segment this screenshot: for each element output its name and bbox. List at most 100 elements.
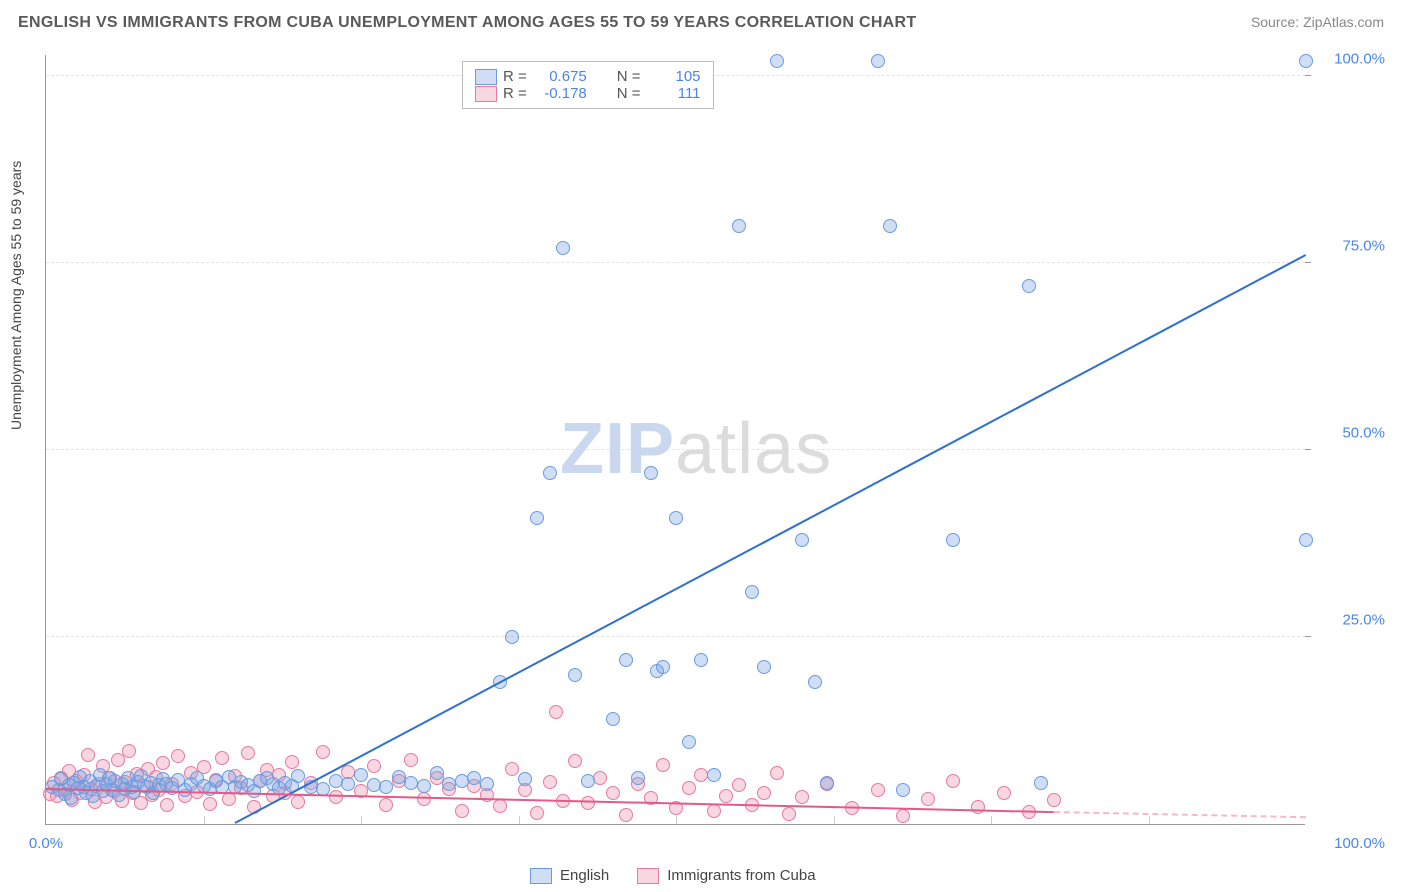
english-point [518,772,532,786]
english-point [770,54,784,68]
legend-swatch [637,868,659,884]
cuba-point [367,759,381,773]
cuba-point [997,786,1011,800]
cuba-point [291,795,305,809]
series-legend: English Immigrants from Cuba [530,867,816,884]
cuba-point [329,790,343,804]
y-tick-label: 50.0% [1315,425,1385,442]
n-label: N = [617,85,641,102]
cuba-point [404,753,418,767]
x-tick [676,816,677,824]
cuba-point [1047,793,1061,807]
english-trend-line [235,254,1307,824]
english-point [795,533,809,547]
cuba-point [682,781,696,795]
english-point [505,630,519,644]
cuba-point [606,786,620,800]
english-point [581,774,595,788]
english-point [530,511,544,525]
cuba-point [156,756,170,770]
english-point [644,466,658,480]
y-gridline [46,449,1305,450]
x-tick [361,816,362,824]
x-tick-label: 0.0% [29,835,63,852]
legend-item: Immigrants from Cuba [637,867,815,884]
cuba-point [770,766,784,780]
english-point [1022,279,1036,293]
english-point [669,511,683,525]
english-point [820,776,834,790]
y-axis-label: Unemployment Among Ages 55 to 59 years [8,161,24,430]
cuba-trend-line-dashed [1054,811,1306,818]
r-value: 0.675 [533,68,587,85]
english-point [871,54,885,68]
y-tick-label: 100.0% [1315,51,1385,68]
english-point [656,660,670,674]
cuba-point [946,774,960,788]
english-point [1034,776,1048,790]
legend-item: English [530,867,609,884]
english-point [556,241,570,255]
english-point [543,466,557,480]
n-value: 111 [647,85,701,102]
english-point [896,783,910,797]
legend-label: Immigrants from Cuba [667,867,815,884]
r-label: R = [503,85,527,102]
cuba-point [782,807,796,821]
cuba-point [707,804,721,818]
x-tick [204,816,205,824]
english-point [757,660,771,674]
english-point [1299,533,1313,547]
english-point [745,585,759,599]
english-point [946,533,960,547]
scatter-plot-area: 25.0%50.0%75.0%100.0%0.0%100.0%R =0.675N… [45,55,1305,825]
cuba-point [285,755,299,769]
legend-swatch [475,69,497,85]
cuba-point [732,778,746,792]
cuba-point [795,790,809,804]
cuba-point [719,789,733,803]
cuba-point [379,798,393,812]
english-point [430,766,444,780]
english-point [417,779,431,793]
cuba-point [568,754,582,768]
y-tick-label: 25.0% [1315,612,1385,629]
cuba-point [656,758,670,772]
cuba-point [493,799,507,813]
cuba-point [619,808,633,822]
legend-swatch [530,868,552,884]
r-value: -0.178 [533,85,587,102]
english-point [568,668,582,682]
chart-title: ENGLISH VS IMMIGRANTS FROM CUBA UNEMPLOY… [18,14,916,32]
y-gridline [46,262,1305,263]
cuba-point [455,804,469,818]
cuba-point [549,705,563,719]
english-point [379,780,393,794]
cuba-point [81,748,95,762]
x-tick-label: 100.0% [1334,835,1385,852]
cuba-point [316,745,330,759]
legend-swatch [475,86,497,102]
english-point [732,219,746,233]
cuba-point [203,797,217,811]
r-label: R = [503,68,527,85]
cuba-point [171,749,185,763]
cuba-point [241,746,255,760]
english-point [682,735,696,749]
cuba-point [530,806,544,820]
x-tick [1149,816,1150,824]
stats-legend-row: R = 0.675 N = 105 [475,68,701,85]
english-point [291,769,305,783]
cuba-point [971,800,985,814]
english-point [354,768,368,782]
english-point [883,219,897,233]
english-point [694,653,708,667]
english-point [808,675,822,689]
n-label: N = [617,68,641,85]
english-point [707,768,721,782]
cuba-point [593,771,607,785]
cuba-point [921,792,935,806]
cuba-point [215,751,229,765]
y-gridline [46,636,1305,637]
n-value: 105 [647,68,701,85]
